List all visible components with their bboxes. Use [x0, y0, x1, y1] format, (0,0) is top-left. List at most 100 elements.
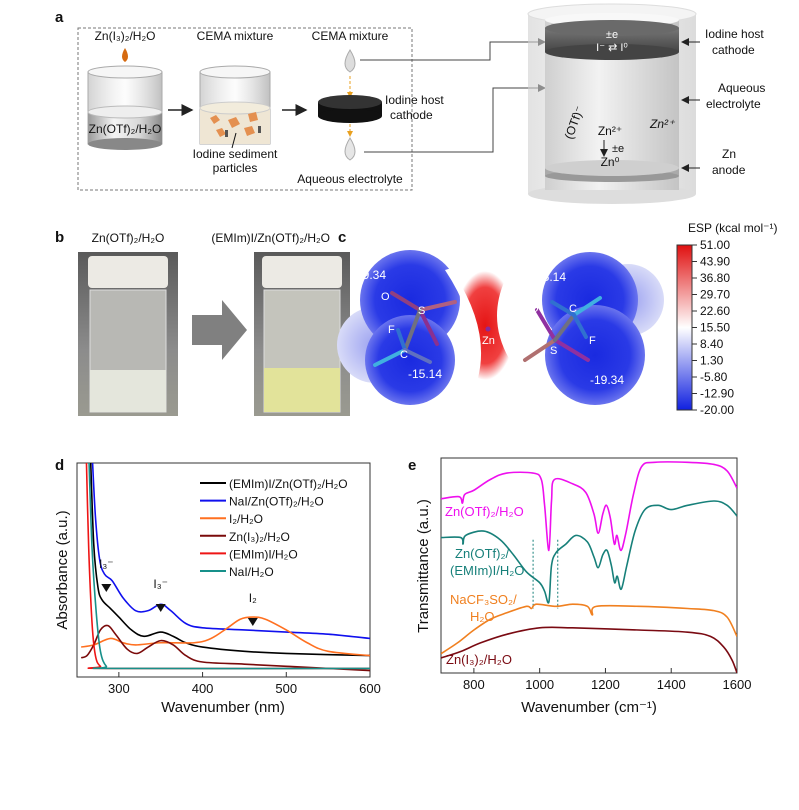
- colorbar-tick-label: 15.50: [700, 321, 730, 335]
- peak-annotation: I₃⁻: [153, 577, 168, 591]
- colorbar-tick-label: -5.80: [700, 370, 728, 384]
- panel-e: e 800 1000 1200 1400 1600 Zn(OTf)₂/H₂O Zn(OTf)…: [408, 457, 751, 716]
- esp-value-left-top: -19.34: [352, 268, 386, 282]
- vial1-label: Zn(OTf)₂/H₂O: [92, 231, 165, 245]
- colorbar-title: ESP (kcal mol⁻¹): [688, 221, 777, 235]
- step2-label: CEMA mixture: [197, 29, 274, 43]
- beaker-2: [199, 65, 271, 145]
- esp-value-right-top: -15.14: [532, 270, 566, 284]
- process-box: [77, 27, 413, 191]
- plot-frame-d: [76, 462, 371, 678]
- vial2-label: (EMIm)I/Zn(OTf)₂/H₂O: [211, 231, 330, 245]
- zn-metal-label: Zn⁰: [601, 155, 620, 169]
- colorbar-ticks: 51.00 43.90 36.80 29.70 22.60 15.50 8.40 1.30 -5…: [692, 238, 734, 417]
- zn-atom: [485, 326, 491, 332]
- plot-e: 800 1000 1200 1400 1600 Zn(OTf)₂/H₂O Zn(OTf)₂/…: [441, 461, 752, 692]
- free-zn-ion-label: Zn²⁺: [649, 117, 676, 131]
- vial1-liquid: [90, 370, 166, 412]
- series-label: H₂O: [470, 609, 495, 624]
- atom-c-right: C: [569, 303, 577, 315]
- cema-droplet-icon: [344, 49, 356, 73]
- connector-line: [364, 84, 546, 153]
- y-axis-label-d: Absorbance (a.u.): [54, 510, 71, 629]
- cathode-reaction-label: I⁻ ⇄ I⁰: [596, 42, 628, 54]
- cathode-disk: [318, 95, 382, 123]
- legend-label: NaI/H₂O: [229, 565, 274, 579]
- series-label: (EMIm)I/H₂O: [450, 563, 524, 578]
- series-label: Zn(OTf)₂/: [455, 546, 510, 561]
- zn-ion-label: Zn²⁺: [598, 124, 622, 138]
- cell-anode-label-line1: Zn: [722, 147, 736, 161]
- sediment-label-line2: particles: [213, 161, 258, 175]
- panel-a: a Zn(I₃)₂/H₂O Zn(OTf)₂/H₂O CEMA mixture: [55, 3, 765, 204]
- vial-photo-2: [254, 252, 350, 416]
- series-line-1: [91, 463, 370, 640]
- x-axis-label-e: Wavenumber (cm⁻¹): [521, 699, 657, 716]
- legend-label: NaI/Zn(OTf)₂/H₂O: [229, 495, 324, 509]
- orange-droplet-icon: [122, 48, 128, 62]
- series-label: Zn(OTf)₂/H₂O: [445, 504, 524, 519]
- plot-d: 300 400 500 600 (EMIm)I/Zn(OTf)₂/H₂O NaI/Zn(O…: [80, 463, 381, 696]
- battery-cell: [527, 3, 697, 204]
- series-line-2: [81, 616, 370, 657]
- y-axis-label-e: Transmittance (a.u.): [415, 499, 432, 633]
- x-tick-label: 1600: [723, 677, 752, 692]
- anode-electron-label: ±e: [612, 143, 624, 155]
- x-tick-label: 400: [192, 681, 214, 696]
- series-line-5: [88, 463, 370, 670]
- annotation-marker-icon: [101, 584, 112, 592]
- step1-electrolyte-label: Zn(OTf)₂/H₂O: [89, 122, 162, 136]
- legend-label: (EMIm)I/Zn(OTf)₂/H₂O: [229, 477, 348, 491]
- series-line-1: [441, 500, 737, 604]
- x-tick-label: 1000: [525, 677, 554, 692]
- pointer-line: [231, 132, 237, 149]
- plot-frame-e: [440, 457, 738, 674]
- series-line-3: [80, 624, 370, 672]
- cathode-label-line1: Iodine host: [385, 93, 444, 107]
- series-label: Zn(I₃)₂/H₂O: [446, 652, 512, 667]
- vial-photo-1: [78, 252, 178, 416]
- colorbar-tick-label: 29.70: [700, 288, 730, 302]
- series-line-3: [441, 626, 737, 673]
- atom-o-left: O: [381, 291, 390, 303]
- atom-f-right: F: [589, 335, 596, 347]
- panel-label-c: c: [338, 229, 346, 246]
- panel-b: b Zn(OTf)₂/H₂O (EMIm)I/Zn(OTf)₂/H₂O: [55, 229, 350, 416]
- x-axis-label-d: Wavenumber (nm): [161, 699, 285, 716]
- x-tick-label: 300: [108, 681, 130, 696]
- legend-label: I₂/H₂O: [229, 512, 263, 526]
- colorbar-tick-label: 8.40: [700, 337, 724, 351]
- colorbar-tick-label: 1.30: [700, 354, 724, 368]
- panel-label-d: d: [55, 457, 64, 474]
- panel-label-e: e: [408, 457, 416, 474]
- series-label: NaCF₃SO₂/: [450, 592, 517, 607]
- colorbar-tick-label: 51.00: [700, 238, 730, 252]
- colorbar-tick-label: -12.90: [700, 387, 734, 401]
- cell-electrolyte-label-line2: electrolyte: [706, 97, 761, 111]
- panel-label-b: b: [55, 229, 64, 246]
- colorbar-tick-label: 36.80: [700, 271, 730, 285]
- esp-value-right-bottom: -19.34: [590, 373, 624, 387]
- panel-c: c -19.34 -15.: [337, 221, 777, 417]
- panel-d: d 300 400 500 600 (EMIm)I/Zn(OTf)₂/H₂O NaI/Zn…: [54, 457, 381, 716]
- aqueous-electrolyte-label: Aqueous electrolyte: [297, 172, 403, 186]
- right-arrow-icon: [192, 300, 247, 360]
- atom-zn: Zn: [482, 335, 495, 347]
- cathode-label-line2: cathode: [390, 108, 433, 122]
- legend-label: (EMIm)I/H₂O: [229, 547, 298, 561]
- x-tick-label: 800: [463, 677, 485, 692]
- panel-label-a: a: [55, 9, 64, 26]
- annotation-marker-icon: [155, 604, 166, 612]
- cell-cathode-label-line2: cathode: [712, 43, 755, 57]
- series-line-0: [89, 463, 370, 657]
- colorbar: [676, 244, 693, 411]
- annotation-marker-icon: [247, 618, 258, 626]
- vial2-liquid: [264, 368, 340, 412]
- step3-label: CEMA mixture: [312, 29, 389, 43]
- beaker-1: [87, 65, 163, 150]
- series-line-2: [441, 603, 737, 655]
- x-tick-label: 500: [275, 681, 297, 696]
- peak-annotation: I₂: [249, 591, 257, 605]
